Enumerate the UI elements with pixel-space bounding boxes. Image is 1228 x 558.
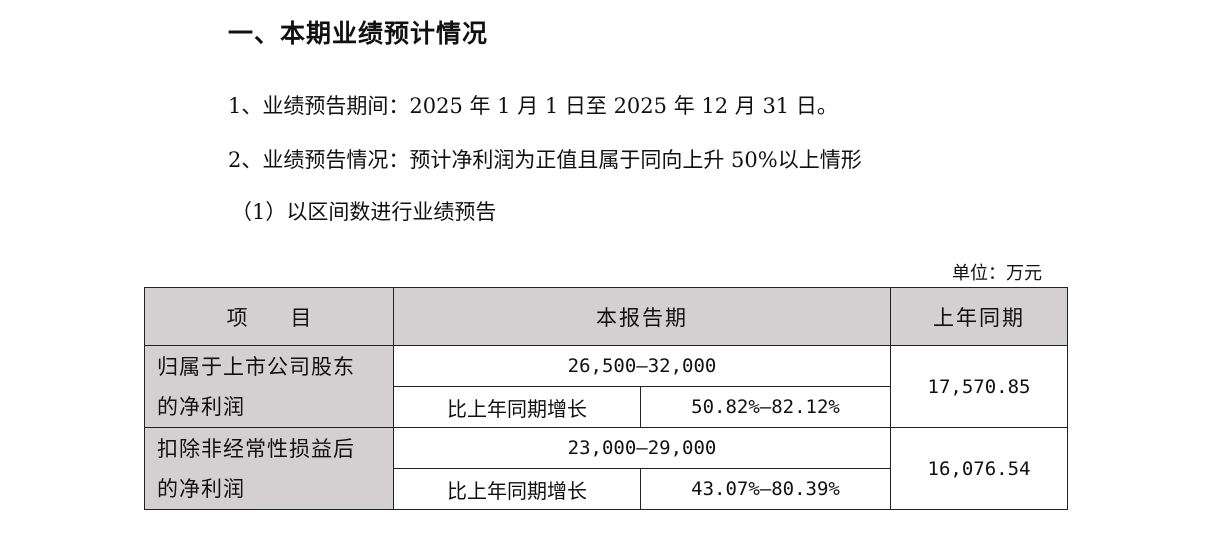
adjusted-net-profit-growth-value: 43.07%–80.39% — [640, 468, 891, 510]
adjusted-net-profit-growth-label: 比上年同期增长 — [393, 468, 641, 510]
header-item: 项 目 — [144, 287, 394, 346]
row-label-adjusted-net-profit: 扣除非经常性损益后 的净利润 — [144, 427, 394, 510]
adjusted-net-profit-range: 23,000–29,000 — [393, 427, 891, 469]
forecast-period-text: 1、业绩预告期间：2025 年 1 月 1 日至 2025 年 12 月 31 … — [228, 94, 838, 118]
header-prior-period: 上年同期 — [890, 287, 1068, 346]
table-header-row: 项 目 本报告期 上年同期 — [144, 287, 1068, 346]
section-heading: 一、本期业绩预计情况 — [228, 19, 489, 48]
adjusted-net-profit-prior: 16,076.54 — [890, 427, 1068, 510]
net-profit-range: 26,500–32,000 — [393, 345, 891, 387]
net-profit-growth-value: 50.82%–82.12% — [640, 386, 891, 428]
forecast-table: 项 目 本报告期 上年同期 归属于上市公司股东 的净利润 26,500–32,0… — [144, 287, 1068, 510]
table-row: 比上年同期增长 43.07%–80.39% — [145, 468, 1068, 510]
forecast-range-note: （1）以区间数进行业绩预告 — [231, 200, 497, 224]
table-row: 扣除非经常性损益后 的净利润 23,000–29,000 16,076.54 — [144, 427, 1068, 510]
header-current-period: 本报告期 — [393, 287, 891, 346]
net-profit-prior: 17,570.85 — [890, 345, 1068, 428]
forecast-situation-text: 2、业绩预告情况：预计净利润为正值且属于同向上升 50%以上情形 — [228, 148, 862, 172]
net-profit-growth-label: 比上年同期增长 — [393, 386, 641, 428]
table-row: 比上年同期增长 50.82%–82.12% — [145, 386, 1068, 428]
table-row: 归属于上市公司股东 的净利润 26,500–32,000 17,570.85 — [144, 345, 1068, 428]
unit-label: 单位：万元 — [952, 263, 1042, 284]
row-label-net-profit: 归属于上市公司股东 的净利润 — [144, 345, 394, 428]
